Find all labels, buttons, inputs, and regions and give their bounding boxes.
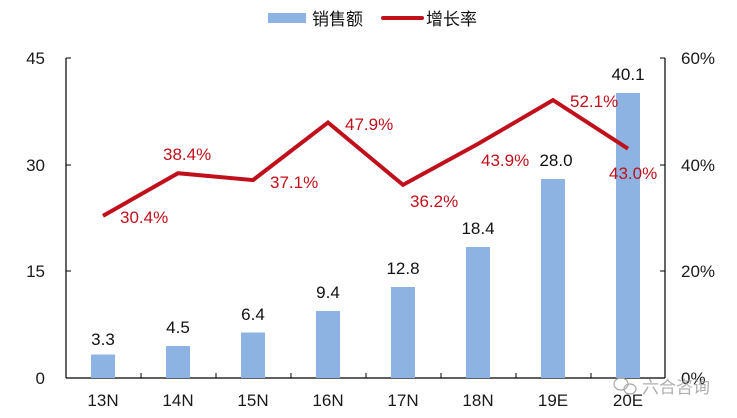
x-tick-20E: 20E: [613, 391, 643, 410]
bar-18N: [466, 247, 490, 378]
growth-rate-labels: 30.4% 38.4% 37.1% 47.9% 36.2% 43.9% 52.1…: [120, 92, 657, 227]
x-axis: 13N 14N 15N 16N 17N 18N 19E 20E: [66, 373, 665, 410]
bar-label-14N: 4.5: [166, 318, 190, 337]
bar-19E: [541, 179, 565, 378]
watermark-text: 六合咨询: [642, 378, 710, 398]
bar-16N: [316, 311, 340, 378]
right-tick-60: 60%: [681, 49, 715, 68]
x-tick-16N: 16N: [312, 391, 343, 410]
watermark: 六合咨询: [613, 377, 710, 398]
rate-label-15N: 37.1%: [270, 173, 318, 192]
legend-bar-swatch: [268, 13, 306, 23]
bar-15N: [241, 332, 265, 378]
x-tick-15N: 15N: [237, 391, 268, 410]
rate-label-20E: 43.0%: [609, 164, 657, 183]
rate-label-14N: 38.4%: [163, 145, 211, 164]
legend-line-label: 增长率: [426, 10, 477, 30]
right-axis: 60% 40% 20% 0%: [660, 49, 715, 388]
x-tick-19E: 19E: [538, 391, 568, 410]
left-tick-30: 30: [26, 156, 45, 175]
sales-bars: [91, 93, 640, 378]
left-axis: 45 30 15 0: [26, 49, 71, 388]
rate-label-13N: 30.4%: [120, 208, 168, 227]
x-tick-13N: 13N: [87, 391, 118, 410]
x-tick-18N: 18N: [462, 391, 493, 410]
bar-value-labels: 3.3 4.5 6.4 9.4 12.8 18.4 28.0 40.1: [91, 65, 644, 349]
right-tick-40: 40%: [681, 156, 715, 175]
bar-label-17N: 12.8: [386, 259, 419, 278]
left-tick-45: 45: [26, 49, 45, 68]
legend: 销售额 增长率: [268, 10, 477, 30]
right-tick-20: 20%: [681, 262, 715, 281]
x-tick-14N: 14N: [162, 391, 193, 410]
bar-label-19E: 28.0: [539, 151, 572, 170]
bar-label-13N: 3.3: [91, 330, 115, 349]
rate-label-19E: 52.1%: [570, 92, 618, 111]
legend-bar-label: 销售额: [312, 10, 363, 30]
rate-label-18N: 43.9%: [481, 151, 529, 170]
wechat-icon: [613, 377, 637, 395]
left-tick-0: 0: [36, 369, 45, 388]
bar-label-15N: 6.4: [241, 305, 265, 324]
rate-label-17N: 36.2%: [410, 192, 458, 211]
bar-label-18N: 18.4: [461, 219, 494, 238]
right-tick-0: 0%: [681, 369, 706, 388]
bar-14N: [166, 346, 190, 378]
bar-label-16N: 9.4: [316, 283, 340, 302]
rate-label-16N: 47.9%: [345, 115, 393, 134]
growth-rate-line: [102, 97, 630, 218]
bar-17N: [391, 287, 415, 378]
left-tick-15: 15: [26, 262, 45, 281]
x-tick-17N: 17N: [387, 391, 418, 410]
bar-label-20E: 40.1: [611, 65, 644, 84]
bar-20E: [616, 93, 640, 378]
bar-13N: [91, 354, 115, 378]
